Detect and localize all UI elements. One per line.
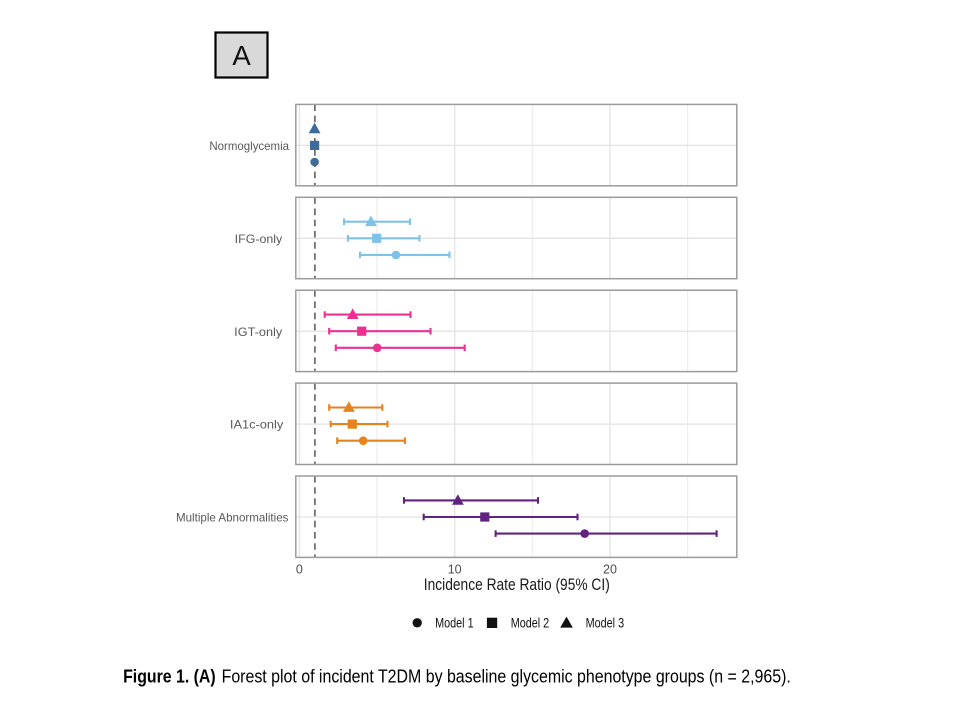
svg-text:Model 1: Model 1 xyxy=(435,616,474,631)
svg-text:IFG-only: IFG-only xyxy=(235,232,283,246)
svg-text:Forest plot of incident T2DM b: Forest plot of incident T2DM by baseline… xyxy=(222,665,791,686)
svg-text:IGT-only: IGT-only xyxy=(234,325,282,339)
svg-text:0: 0 xyxy=(296,562,303,576)
svg-text:Multiple Abnormalities: Multiple Abnormalities xyxy=(176,511,288,525)
svg-text:Model 3: Model 3 xyxy=(586,616,625,631)
svg-text:Figure 1. (A): Figure 1. (A) xyxy=(123,665,216,686)
svg-text:10: 10 xyxy=(448,562,462,576)
svg-text:20: 20 xyxy=(603,562,617,576)
svg-text:IA1c-only: IA1c-only xyxy=(230,418,283,432)
svg-text:Model 2: Model 2 xyxy=(511,616,550,631)
svg-text:Normoglycemia: Normoglycemia xyxy=(209,139,289,153)
svg-text:A: A xyxy=(232,40,251,71)
svg-text:Incidence Rate Ratio (95% CI): Incidence Rate Ratio (95% CI) xyxy=(424,576,610,594)
